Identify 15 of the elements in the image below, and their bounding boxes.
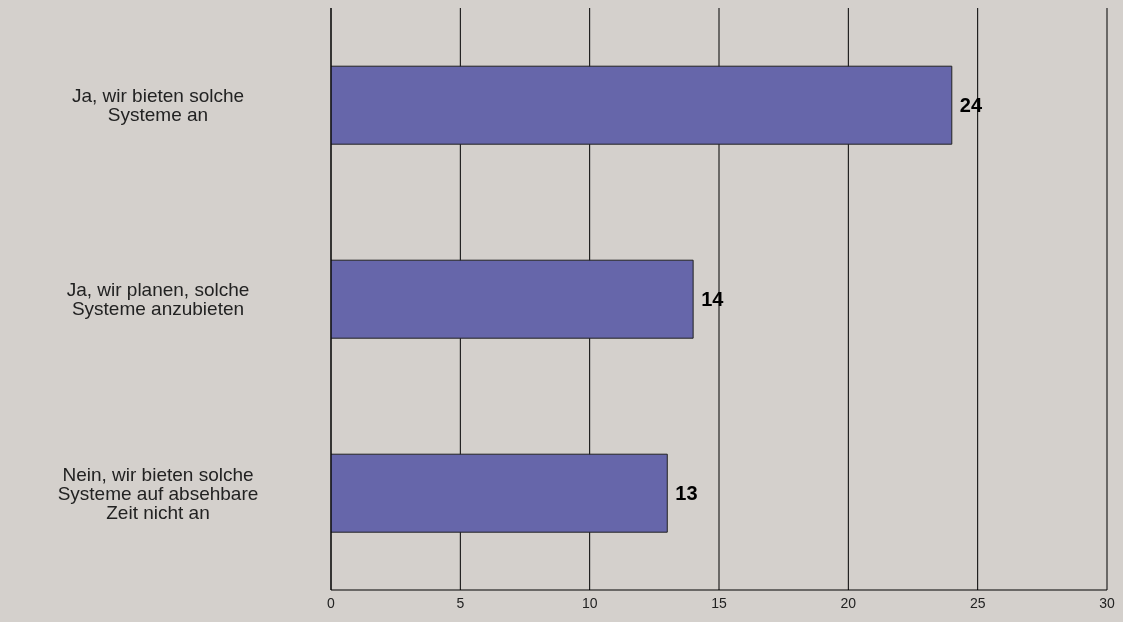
bar [331, 65, 953, 145]
x-tick-label: 10 [581, 594, 598, 611]
bar [331, 453, 668, 533]
y-tick-label: Nein, wir bieten solche Systeme auf absehbare Zeit nicht an [57, 463, 259, 523]
x-tick-label: 0 [327, 594, 336, 611]
y-tick-label: Ja, wir bieten solche Systeme an [71, 85, 245, 126]
x-tick-label: 30 [1099, 594, 1115, 611]
data-label: 14 [701, 288, 725, 311]
bar [331, 259, 694, 339]
data-label: 13 [675, 482, 698, 505]
x-tick-label: 5 [456, 594, 465, 611]
x-tick-label: 25 [969, 594, 986, 611]
x-tick-label: 15 [711, 594, 727, 611]
y-tick-label: Ja, wir planen, solche Systeme anzubieten [66, 279, 250, 320]
x-tick-label: 20 [840, 594, 857, 611]
